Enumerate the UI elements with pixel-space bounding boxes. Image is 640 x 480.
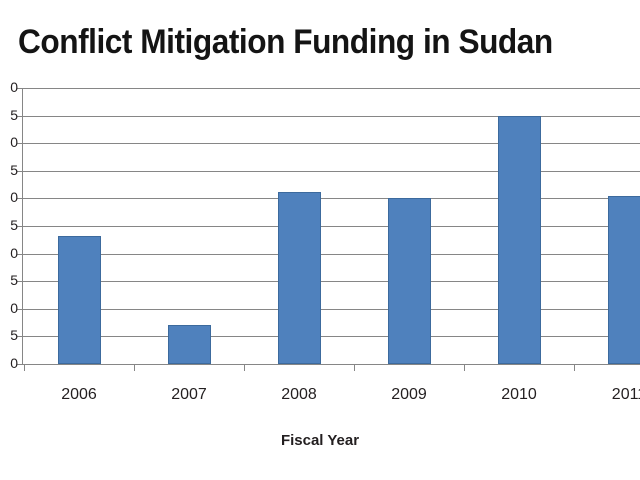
y-axis-label: 5 (10, 327, 18, 344)
gridline (22, 198, 640, 200)
y-axis-tick (17, 281, 23, 283)
x-axis-tick (354, 364, 355, 371)
y-axis-tick (17, 364, 23, 365)
y-axis-tick (17, 336, 23, 338)
y-axis-label: 0 (10, 299, 18, 316)
x-axis-label-2007: 2007 (171, 386, 207, 403)
y-axis-tick (17, 308, 23, 310)
y-axis-tick (17, 88, 23, 89)
y-axis-label: 0 (10, 134, 18, 151)
x-axis-tick (24, 364, 25, 371)
y-axis-tick (17, 115, 23, 117)
gridline (22, 253, 640, 255)
y-axis-label: 0 (10, 79, 18, 95)
x-axis-line (22, 364, 640, 365)
y-axis-label: 0 (10, 244, 18, 261)
x-axis-tick (134, 364, 135, 371)
y-axis-label: 5 (10, 161, 18, 178)
y-axis-tick (17, 226, 23, 227)
y-axis-label: 0 (10, 189, 18, 206)
gridline (22, 336, 640, 338)
gridline (22, 226, 640, 227)
gridline (22, 308, 640, 310)
x-axis-label-2009: 2009 (391, 386, 427, 403)
x-axis-label-2006: 2006 (61, 386, 97, 403)
y-axis-label: 5 (10, 217, 18, 233)
y-axis-tick (17, 143, 23, 145)
y-axis-label: 5 (10, 272, 18, 289)
gridline (22, 143, 640, 145)
x-axis-tick (244, 364, 245, 371)
y-axis-label: 0 (10, 355, 18, 371)
bar-2007 (167, 325, 211, 364)
gridline (22, 281, 640, 283)
bar-2011 (607, 195, 640, 364)
bar-2009 (387, 198, 431, 364)
plot-area (17, 88, 640, 365)
x-axis-tick (574, 364, 575, 371)
y-axis-label: 5 (10, 106, 18, 123)
gridline (22, 115, 640, 117)
x-axis-title: Fiscal Year (280, 432, 360, 449)
y-axis-tick (17, 253, 23, 255)
y-axis-tick (17, 170, 23, 172)
y-axis-tick (17, 198, 23, 200)
gridline (22, 88, 640, 89)
x-axis-label-2010: 2010 (501, 386, 537, 403)
bar-2006 (57, 235, 101, 364)
chart-title: Conflict Mitigation Funding in Sudan (18, 23, 553, 61)
gridline (22, 170, 640, 172)
x-axis-label-2008: 2008 (281, 386, 317, 403)
bar-2010 (497, 115, 541, 364)
bar-2008 (277, 191, 321, 364)
x-axis-label-2011: 2011 (611, 386, 640, 403)
x-axis-tick (464, 364, 465, 371)
